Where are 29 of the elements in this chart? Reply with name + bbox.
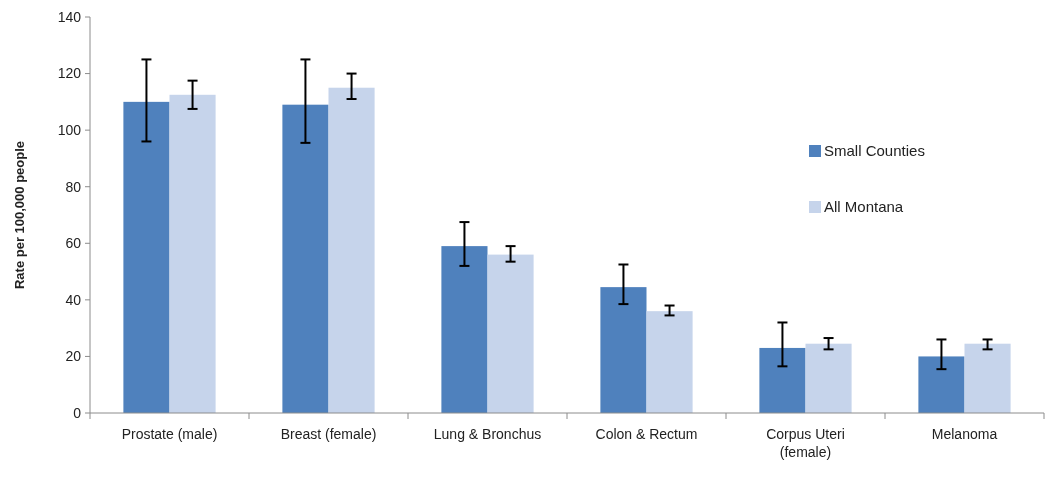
y-tick-label: 40	[65, 291, 82, 308]
legend-label: Small Counties	[824, 142, 925, 160]
bar	[123, 101, 170, 413]
x-tick-label: Melanoma	[931, 426, 998, 442]
legend-label: All Montana	[824, 198, 904, 216]
y-tick-label: 20	[65, 348, 82, 365]
x-tick-label: Lung & Bronchus	[433, 426, 542, 442]
x-tick-label: Prostate (male)	[121, 426, 218, 442]
bar	[805, 343, 852, 413]
bar	[169, 94, 216, 413]
y-axis-title: Rate per 100,000 people	[12, 140, 27, 290]
bar	[487, 254, 534, 413]
bar	[646, 311, 693, 413]
y-tick-label: 80	[65, 178, 82, 195]
bar	[918, 356, 965, 413]
bar	[282, 104, 329, 413]
y-tick-label: 100	[57, 122, 82, 139]
y-tick-label: 140	[57, 8, 82, 25]
bar	[441, 246, 488, 413]
bar	[328, 87, 375, 413]
x-tick-label: Breast (female)	[280, 426, 377, 442]
bar	[600, 287, 647, 413]
x-tick-label: Corpus Uteri (female)	[766, 426, 845, 460]
bar	[964, 343, 1011, 413]
y-tick-label: 0	[73, 404, 82, 421]
y-tick-label: 120	[57, 65, 82, 82]
y-tick-label: 60	[65, 235, 82, 252]
x-tick-label: Colon & Rectum	[595, 426, 698, 442]
bar	[759, 347, 806, 413]
